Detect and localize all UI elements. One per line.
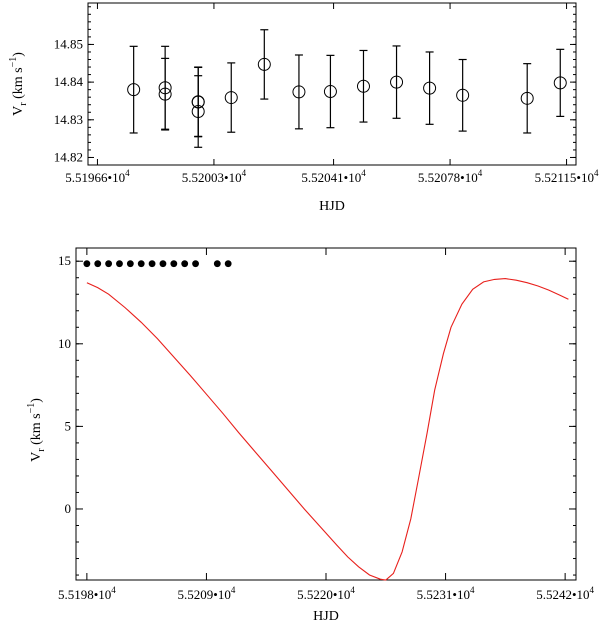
x-tick-exponent: 4 [361,168,366,178]
x-tick-mantissa: 5.52003• [182,170,229,185]
bottom-panel: 5.5198•104 5.5209•104 5.5220•104 5.5231•104… [26,247,595,624]
data-point [224,91,238,105]
x-tick-mantissa: 5.5209• [178,587,218,602]
x-tick-mantissa: 5.52115• [535,170,581,185]
y-tick-label: 14.84 [54,74,84,89]
y-tick-label: 0 [65,501,72,516]
observation-point [170,260,178,268]
x-tick-exponent: 4 [242,168,247,178]
bottom-plot-frame [75,247,577,581]
top-panel: 5.51966•104 5.52003•104 5.52041•104 5.52078… [8,2,599,214]
x-tick-mantissa: 5.5198• [58,587,98,602]
bottom-y-axis-title: Vr (km s−1) [26,398,47,462]
y-tick-label: 10 [58,336,71,351]
y-tick-label: 14.82 [54,149,83,164]
top-y-ticks: 14.82 14.83 14.84 14.85 [54,6,576,164]
observation-point [181,260,189,268]
x-tick-base: 10 [218,587,231,602]
x-tick-mantissa: 5.51966• [65,170,112,185]
x-tick-mantissa: 5.5242• [536,587,576,602]
x-tick-exponent: 4 [478,168,483,178]
data-point [356,79,370,93]
x-tick-label: 5.51966•104 [65,168,130,185]
top-x-ticks: 5.51966•104 5.52003•104 5.52041•104 5.52078… [65,3,599,185]
observation-point [148,260,156,268]
x-tick-base: 10 [98,587,111,602]
data-point [257,57,271,71]
y-tick-label: 14.83 [54,112,83,127]
x-tick-mantissa: 5.5220• [297,587,337,602]
observation-point [159,260,167,268]
top-data-points [127,29,567,148]
bottom-x-ticks: 5.5198•104 5.5209•104 5.5220•104 5.5231•104… [58,248,595,602]
x-tick-mantissa: 5.52041• [301,170,348,185]
observation-point [126,260,134,268]
observation-point [116,260,123,268]
observation-point [192,260,199,268]
x-tick-base: 10 [337,587,350,602]
x-tick-exponent: 4 [111,585,116,595]
x-tick-mantissa: 5.52078• [418,170,465,185]
x-tick-label: 5.52078•104 [418,168,483,185]
x-tick-base: 10 [457,587,470,602]
x-tick-exponent: 4 [470,585,475,595]
orbit-model-line [86,278,569,581]
data-point [423,81,437,95]
x-tick-label: 5.5231•104 [417,585,475,602]
x-tick-base: 10 [465,170,478,185]
data-point [553,76,567,90]
observation-point [224,260,232,268]
observation-point [213,260,221,268]
observation-point [105,260,113,268]
data-point [292,85,306,99]
observation-point [94,260,102,268]
x-tick-exponent: 4 [125,168,130,178]
data-point [456,88,470,102]
data-point [127,83,141,97]
y-tick-label: 15 [58,253,71,268]
x-tick-base: 10 [112,170,125,185]
y-tick-label: 5 [65,418,72,433]
data-point [520,91,534,105]
top-x-axis-title: HJD [319,199,345,214]
data-point [323,85,337,99]
x-tick-base: 10 [577,587,590,602]
observation-point [137,260,145,268]
x-tick-label: 5.5242•104 [536,585,594,602]
y-tick-label: 14.85 [54,36,83,51]
bottom-y-ticks: 0 5 10 15 [58,253,576,576]
data-point [390,75,404,89]
x-tick-label: 5.52041•104 [301,168,366,185]
x-tick-label: 5.5198•104 [58,585,116,602]
x-tick-label: 5.5209•104 [178,585,236,602]
x-tick-base: 10 [581,170,594,185]
x-tick-label: 5.5220•104 [297,585,355,602]
x-tick-exponent: 4 [350,585,355,595]
bottom-data-series [83,260,569,581]
x-tick-base: 10 [348,170,361,185]
top-plot-frame [87,2,577,166]
x-tick-exponent: 4 [594,168,599,178]
data-point [191,105,205,119]
bottom-x-axis-title: HJD [313,609,339,624]
observation-point [83,260,91,268]
x-tick-label: 5.52003•104 [182,168,247,185]
x-tick-label: 5.52115•104 [535,168,599,185]
top-y-axis-title: Vr (km s−1) [8,52,29,116]
x-tick-mantissa: 5.5231• [417,587,457,602]
x-tick-base: 10 [229,170,242,185]
x-tick-exponent: 4 [590,585,595,595]
data-point [158,87,172,101]
x-tick-exponent: 4 [231,585,236,595]
